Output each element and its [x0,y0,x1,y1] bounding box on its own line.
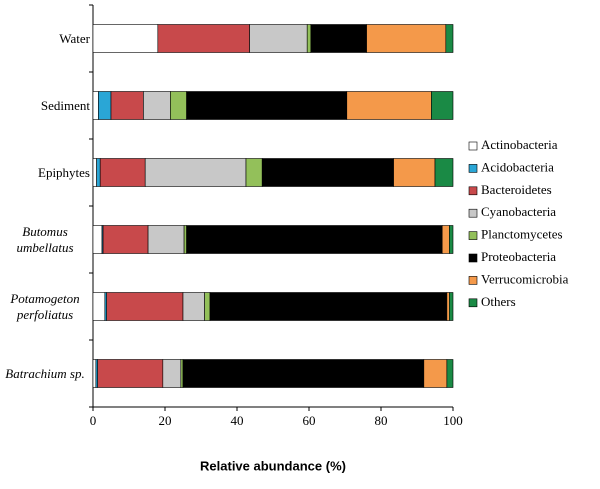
bar-segment [157,24,250,53]
bar-segment [445,24,454,53]
bar-segment [366,24,447,53]
category-label: Epiphytes [38,164,90,180]
legend-swatch [468,141,478,151]
bar-segment [98,91,112,120]
bar-segment [261,158,394,187]
x-tick-label: 20 [159,413,172,428]
bar-segment [245,158,263,187]
category-label: Butomus umbellatus [16,223,74,255]
x-tick-label: 60 [303,413,316,428]
bar-segment [204,292,211,321]
x-axis-title: Relative abundance (%) [200,458,346,473]
bar-segment [423,359,448,388]
category-label: Potamogeton perfoliatus [10,290,80,322]
legend-label: Planctomycetes [481,227,563,242]
bar-segment [186,225,443,254]
bar-segment [446,359,454,388]
bar-segment [434,158,454,187]
bar-segment [182,359,425,388]
legend-swatch [468,298,478,308]
bar-segment [143,91,171,120]
bar-segment [186,91,348,120]
bar-segment [183,225,187,254]
bar-segment [102,225,149,254]
legend-label: Bacteroidetes [481,182,552,197]
bar-segment [99,158,146,187]
bar-segment [346,91,432,120]
x-tick-label: 0 [90,413,97,428]
bar-segment [249,24,308,53]
bar-segment [170,91,187,120]
legend-swatch [468,276,478,285]
bar-segment [393,158,436,187]
category-label: Batrachium sp. [5,365,85,381]
bar-segment [431,91,454,120]
bar-segment [92,225,103,254]
legend-label: Proteobacteria [481,249,556,264]
legend-label: Verrucomicrobia [481,271,569,286]
bar-segment [446,292,450,321]
legend-swatch [468,208,478,218]
x-tick-label: 80 [375,413,388,428]
bar-segment [449,225,454,254]
bar-segment [147,225,185,254]
bar-segment [92,24,159,53]
bar-segment [92,292,106,321]
bar-segment [310,24,367,53]
bar-segment [209,292,448,321]
bar-segment [449,292,454,321]
bar-segment [180,359,184,388]
bar-segment [96,158,101,187]
category-label: Water [59,30,90,46]
bar-segment [92,359,97,388]
legend-label: Actinobacteria [481,137,558,152]
bar-segment [306,24,312,53]
bar-segment [97,359,164,388]
x-tick-label: 40 [231,413,244,428]
legend-label: Acidobacteria [481,159,554,174]
bar-segment [162,359,182,388]
bar-segment [441,225,450,254]
bar-segment [106,292,184,321]
legend-label: Cyanobacteria [481,204,556,219]
bar-segment [110,91,144,120]
legend-swatch [468,186,478,196]
legend-swatch [468,231,478,240]
x-tick-label: 100 [443,413,463,428]
bar-segment [144,158,247,187]
bar-segment [92,158,97,187]
legend-swatch [468,164,478,173]
bar-segment [182,292,205,321]
legend-label: Others [481,294,516,309]
legend-swatch [468,253,478,263]
bar-segment [92,91,99,120]
category-label: Sediment [40,97,90,113]
